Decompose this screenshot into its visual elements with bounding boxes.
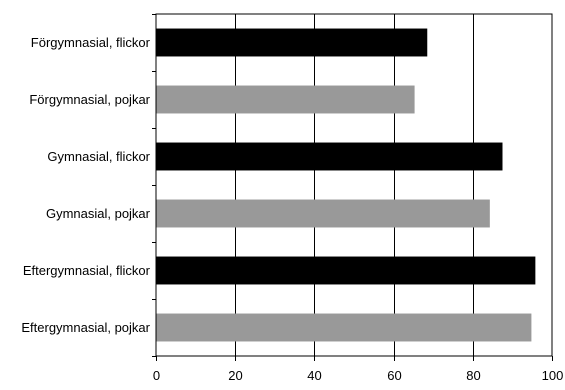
bar [156, 256, 536, 285]
category-label: Gymnasial, pojkar [46, 206, 151, 221]
category-label: Förgymnasial, flickor [31, 35, 151, 50]
bars [156, 28, 536, 342]
x-axis: 0 20 40 60 80 100 [152, 14, 564, 383]
x-tick-label: 80 [466, 368, 480, 383]
x-tick-label: 100 [542, 368, 564, 383]
bar [156, 85, 415, 114]
plot-frame [155, 13, 553, 357]
category-label: Eftergymnasial, pojkar [21, 320, 150, 335]
gridlines [235, 14, 474, 356]
bar [156, 199, 490, 228]
category-label: Gymnasial, flickor [47, 149, 150, 164]
category-label: Förgymnasial, pojkar [29, 92, 150, 107]
bar [156, 28, 428, 57]
x-tick-label: 20 [228, 368, 242, 383]
bar [156, 313, 532, 342]
x-tick-label: 60 [387, 368, 401, 383]
category-labels: Förgymnasial, flickor Förgymnasial, pojka… [21, 35, 150, 335]
x-tick-label: 0 [153, 368, 160, 383]
category-label: Eftergymnasial, flickor [23, 263, 151, 278]
x-tick-label: 40 [307, 368, 321, 383]
bar [156, 142, 503, 171]
